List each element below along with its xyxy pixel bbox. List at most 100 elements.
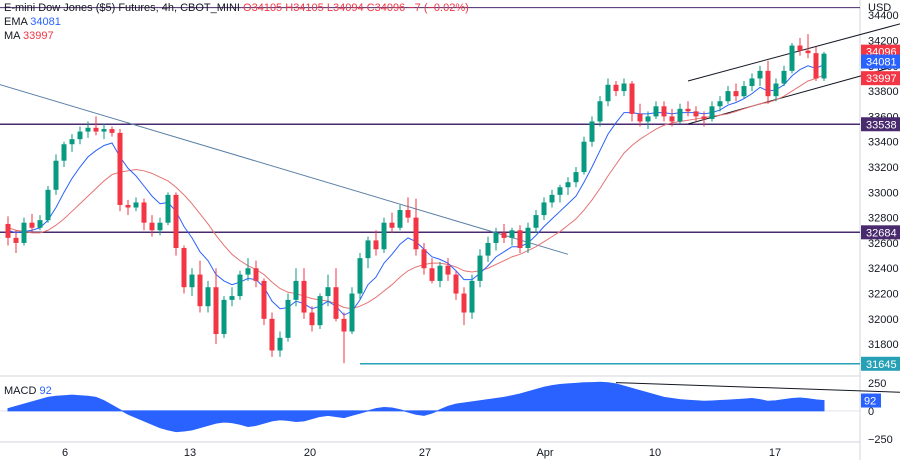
candle-body-46 xyxy=(373,240,379,250)
candle-body-61 xyxy=(493,232,499,243)
candle-body-84 xyxy=(677,108,683,122)
candle-body-97 xyxy=(781,70,787,84)
currency-label: USD xyxy=(868,2,892,14)
candle-body-93 xyxy=(749,78,755,87)
candle-body-13 xyxy=(109,129,115,133)
candle-body-87 xyxy=(701,116,707,119)
ma-label: MA xyxy=(4,30,20,42)
candle-body-64 xyxy=(517,230,523,248)
price-badge-text-34081: 34081 xyxy=(866,57,897,69)
ema-legend[interactable]: EMA 34081 xyxy=(4,15,61,29)
change-value: −7 (−0.02%) xyxy=(408,2,469,14)
candle-body-70 xyxy=(565,182,571,188)
candle-body-18 xyxy=(149,222,155,231)
candle-body-26 xyxy=(213,287,219,335)
candle-body-71 xyxy=(573,172,579,183)
price-badge-text-33538: 33538 xyxy=(866,119,897,131)
candle-body-7 xyxy=(61,144,67,161)
candle-body-56 xyxy=(453,274,459,294)
y-tick-34400: 34400 xyxy=(868,10,899,22)
candle-body-19 xyxy=(157,222,163,231)
macd-badge xyxy=(861,393,881,408)
price-badge-text-32684: 32684 xyxy=(866,227,897,239)
price-badge-34081 xyxy=(861,54,900,69)
candle-body-96 xyxy=(773,83,779,97)
y-tick-32200: 32200 xyxy=(868,289,899,301)
candle-body-17 xyxy=(141,202,147,223)
candle-body-48 xyxy=(389,222,395,228)
x-tick-10: 10 xyxy=(649,447,661,459)
candle-body-27 xyxy=(221,299,227,335)
candle-body-36 xyxy=(293,280,299,300)
candle-body-67 xyxy=(541,202,547,216)
candle-body-100 xyxy=(805,50,811,54)
macd-badge-text: 92 xyxy=(864,396,876,408)
candle-body-53 xyxy=(429,268,435,281)
candle-body-11 xyxy=(93,127,99,132)
candle-body-66 xyxy=(533,215,539,228)
candle-body-31 xyxy=(253,268,259,281)
candle-body-25 xyxy=(205,287,211,307)
candle-body-52 xyxy=(421,249,427,269)
x-tick-20: 20 xyxy=(304,447,316,459)
trendline-2 xyxy=(687,23,900,82)
candle-body-95 xyxy=(765,70,771,97)
x-tick-17: 17 xyxy=(769,447,781,459)
candle-body-79 xyxy=(637,113,643,122)
candle-body-88 xyxy=(709,106,715,119)
candle-body-20 xyxy=(165,194,171,223)
candle-body-41 xyxy=(333,287,339,319)
candle-body-89 xyxy=(717,101,723,107)
candle-body-69 xyxy=(557,187,563,195)
y-tick-33800: 33800 xyxy=(868,86,899,98)
macd-value: 92 xyxy=(39,385,52,397)
y-tick-31800: 31800 xyxy=(868,339,899,351)
candle-body-99 xyxy=(797,45,803,51)
candle-body-92 xyxy=(741,86,747,97)
trendline-1 xyxy=(0,84,569,255)
macd-label: MACD xyxy=(4,385,37,397)
candle-body-94 xyxy=(757,70,763,79)
candle-body-9 xyxy=(77,131,83,140)
y-tick-32400: 32400 xyxy=(868,263,899,275)
candle-body-91 xyxy=(733,91,739,97)
trendline-3 xyxy=(687,64,900,125)
candle-body-50 xyxy=(405,210,411,218)
y-tick-32000: 32000 xyxy=(868,314,899,326)
x-tick-27: 27 xyxy=(419,447,431,459)
high-value: H34105 xyxy=(285,2,324,14)
price-badge-32684 xyxy=(861,225,900,240)
candle-body-72 xyxy=(581,141,587,173)
candle-body-15 xyxy=(125,204,131,208)
price-badge-33997 xyxy=(861,71,900,86)
price-badge-text-31645: 31645 xyxy=(866,359,897,371)
macd-histogram xyxy=(7,381,825,433)
candle-body-58 xyxy=(469,280,475,313)
candle-body-68 xyxy=(549,194,555,203)
candle-body-51 xyxy=(413,217,419,250)
symbol-header: E-mini Dow Jones ($5) Futures, 4h, CBOT_… xyxy=(4,1,469,15)
candle-body-80 xyxy=(645,116,651,122)
candle-body-37 xyxy=(301,280,307,313)
candle-body-1 xyxy=(13,237,19,243)
candle-body-23 xyxy=(189,274,195,288)
candle-body-57 xyxy=(461,293,467,313)
close-value: C34096 xyxy=(366,2,406,14)
candle-body-16 xyxy=(133,202,139,208)
candle-body-83 xyxy=(669,116,675,122)
candle-body-81 xyxy=(653,106,659,117)
candle-body-2 xyxy=(21,222,27,243)
candle-body-21 xyxy=(173,194,179,248)
macd-legend[interactable]: MACD 92 xyxy=(4,384,52,398)
candle-body-30 xyxy=(245,268,251,275)
low-value: L34094 xyxy=(326,2,364,14)
candle-body-38 xyxy=(309,312,315,326)
ma-legend[interactable]: MA 33997 xyxy=(4,29,54,43)
candle-body-5 xyxy=(45,189,51,221)
candle-body-55 xyxy=(445,265,451,275)
candle-body-49 xyxy=(397,210,403,228)
ma-value: 33997 xyxy=(22,30,54,42)
macd-tick-250: 250 xyxy=(868,378,886,390)
candle-body-4 xyxy=(37,220,43,228)
